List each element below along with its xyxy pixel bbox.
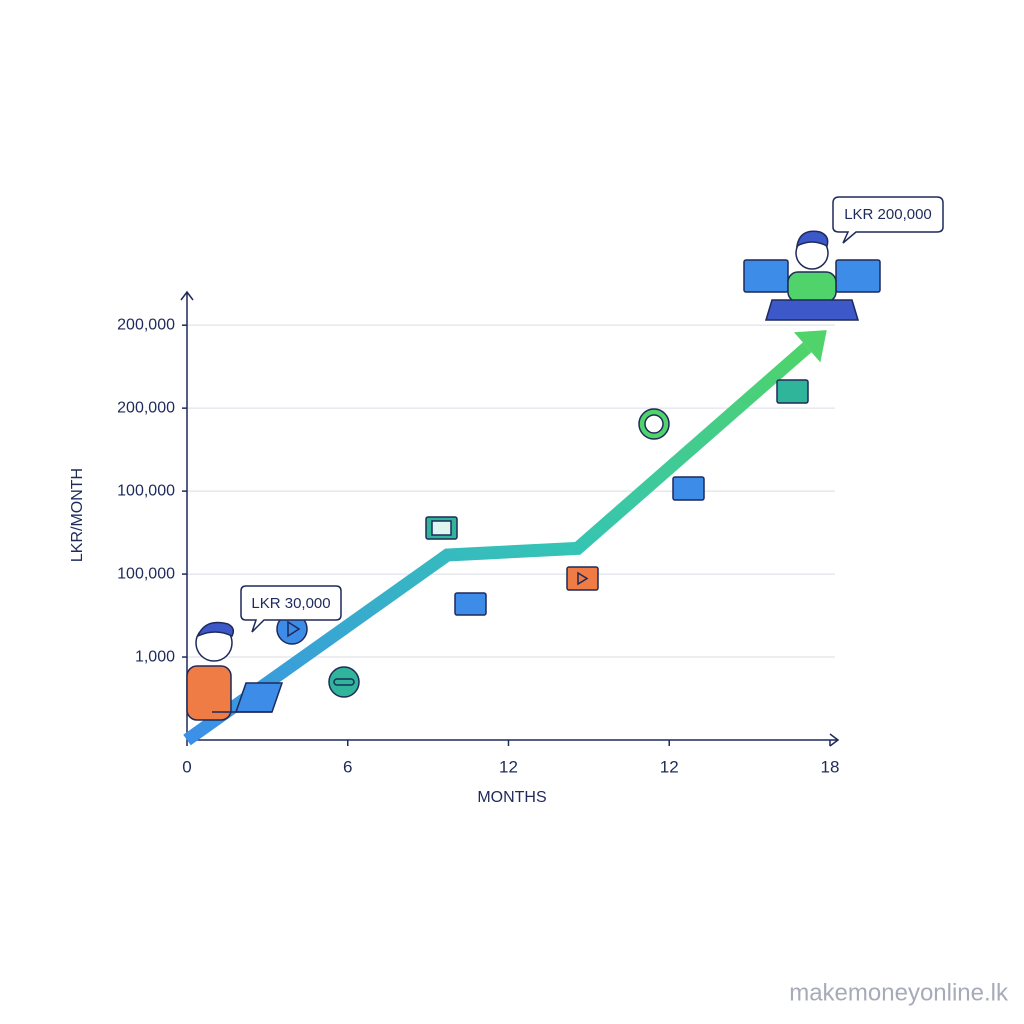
icon xyxy=(776,379,809,404)
y-axis xyxy=(180,290,194,740)
x-tick-label: 12 xyxy=(499,757,518,776)
hair xyxy=(796,230,829,248)
icon xyxy=(566,566,599,591)
icon xyxy=(287,620,301,638)
icon xyxy=(328,666,360,698)
icon xyxy=(454,592,487,616)
annotation: LKR 30,000 xyxy=(251,595,330,612)
icon xyxy=(644,414,664,434)
y-tick-label: 1,000 xyxy=(135,648,175,665)
annotation: LKR 200,000 xyxy=(844,206,932,223)
y-tick-label: 200,000 xyxy=(117,316,175,333)
bubble xyxy=(240,585,342,633)
trend-line xyxy=(183,342,812,746)
watermark: makemoneyonline.lk xyxy=(789,979,1009,1006)
ticks: 1,000 100,000 100,000 200,000 200,000 0 6 12 12 1… xyxy=(117,316,839,776)
person-end xyxy=(743,230,881,321)
bubble-start: LKR 30,000 xyxy=(240,585,342,633)
y-tick-label: 100,000 xyxy=(117,565,175,582)
series xyxy=(183,330,827,746)
icon xyxy=(333,678,355,686)
y-axis-title: LKR/MONTH xyxy=(69,468,86,562)
monitor xyxy=(835,259,881,293)
x-tick-label: 18 xyxy=(821,757,840,776)
icon xyxy=(672,476,705,501)
icon xyxy=(431,520,452,536)
grid xyxy=(187,324,835,658)
bubble xyxy=(832,196,944,244)
y-tick-label: 100,000 xyxy=(117,482,175,499)
shirt xyxy=(787,271,837,303)
x-tick-label: 6 xyxy=(343,757,352,776)
hair xyxy=(196,621,235,638)
bubble-end: LKR 200,000 xyxy=(832,196,944,244)
shirt xyxy=(186,665,232,721)
person-start xyxy=(186,621,284,721)
x-tick-label: 0 xyxy=(182,757,191,776)
desk xyxy=(764,299,860,321)
monitor xyxy=(743,259,789,293)
arrow-head xyxy=(794,330,827,363)
x-tick-label: 12 xyxy=(660,757,679,776)
icon xyxy=(577,571,589,586)
x-axis-title: MONTHS xyxy=(477,789,546,806)
y-tick-label: 200,000 xyxy=(117,399,175,416)
x-axis xyxy=(187,733,840,747)
